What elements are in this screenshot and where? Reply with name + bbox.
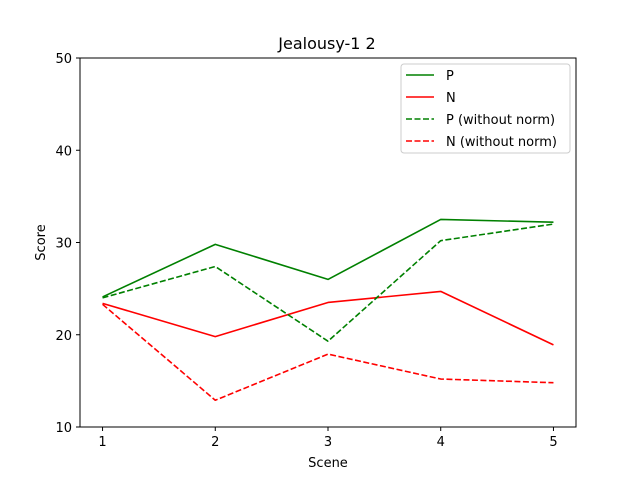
x-axis-label: Scene [308, 456, 348, 471]
x-tick-label: 1 [98, 435, 106, 450]
legend: PN P (without norm) N (without norm) [400, 63, 571, 154]
legend-label: P [446, 69, 454, 84]
legend-label: N [446, 91, 456, 106]
series-line-2 [102, 223, 554, 343]
series-line-3 [102, 303, 554, 402]
x-axis: 1 2 3 4 5 [98, 427, 558, 450]
x-tick-label: 4 [437, 435, 445, 450]
y-tick-label: 30 [55, 237, 72, 252]
series-layer [102, 218, 554, 402]
series-line-1 [102, 290, 554, 346]
legend-label: N (without norm) [446, 135, 557, 150]
y-tick-label: 10 [55, 421, 72, 436]
y-tick-label: 50 [55, 52, 72, 67]
x-tick-label: 5 [549, 435, 557, 450]
y-tick-label: 20 [55, 329, 72, 344]
y-tick-label: 40 [55, 144, 72, 159]
x-tick-label: 3 [324, 435, 332, 450]
legend-label: P (without norm) [446, 113, 555, 128]
chart-title: Jealousy-1 2 [277, 34, 375, 53]
x-tick-label: 2 [211, 435, 219, 450]
series-line-0 [102, 218, 554, 298]
legend-box [400, 63, 571, 154]
y-axis: 10 20 30 40 50 [55, 52, 80, 436]
y-axis-label: Score [34, 224, 49, 260]
